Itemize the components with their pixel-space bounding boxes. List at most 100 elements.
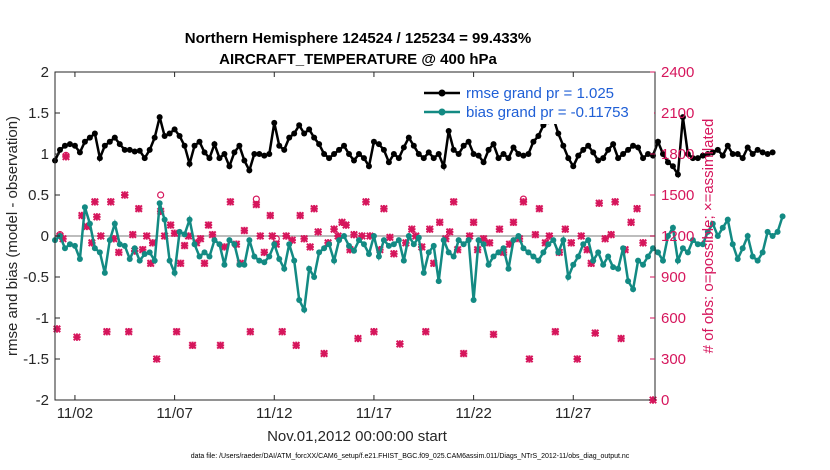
bias-point	[365, 251, 372, 258]
rmse-point	[605, 146, 612, 153]
bias-point	[81, 204, 88, 211]
bias-point	[321, 245, 328, 252]
rmse-point	[341, 142, 348, 149]
legend-bias-marker	[438, 108, 446, 116]
bias-point	[86, 220, 93, 227]
rmse-point	[744, 144, 751, 151]
bias-point	[360, 241, 367, 248]
obs-assimilated-marker	[607, 230, 616, 239]
bias-point	[475, 237, 482, 244]
rmse-point	[151, 134, 158, 141]
bias-point	[580, 241, 587, 248]
rmse-point	[81, 138, 88, 145]
rmse-point	[375, 141, 382, 148]
obs-assimilated-marker	[208, 230, 217, 239]
obs-assimilated-marker	[166, 221, 175, 229]
rmse-point	[610, 141, 617, 148]
bias-point	[226, 237, 233, 244]
rmse-point	[635, 144, 642, 151]
bias-point	[106, 237, 113, 244]
bias-point	[525, 249, 532, 256]
bias-point	[595, 249, 602, 256]
bias-point	[555, 249, 562, 256]
bias-point	[156, 200, 163, 207]
bias-series-markers	[52, 200, 786, 313]
rmse-point	[131, 148, 138, 155]
left-axis-label: rmse and bias (model - observation)	[4, 116, 21, 356]
bias-point	[331, 257, 338, 264]
bias-point	[709, 220, 716, 227]
bias-point	[600, 261, 607, 268]
bias-point	[664, 233, 671, 239]
rmse-point	[565, 155, 572, 162]
rmse-point	[595, 157, 602, 164]
rmse-point	[640, 155, 647, 162]
bias-point	[291, 257, 298, 264]
rmse-point	[405, 134, 412, 141]
bias-point	[316, 249, 323, 256]
bias-point	[669, 224, 676, 231]
bias-point	[206, 253, 213, 260]
obs-assimilated-marker	[268, 232, 277, 240]
bias-point	[764, 228, 771, 235]
rmse-point	[625, 146, 632, 153]
rmse-point	[724, 142, 731, 149]
rmse-point	[435, 151, 442, 157]
rmse-point	[520, 152, 527, 159]
bias-point	[774, 228, 781, 235]
rmse-point	[251, 151, 258, 157]
bias-point	[485, 261, 492, 268]
rmse-point	[530, 138, 537, 145]
bias-point	[734, 255, 741, 262]
obs-assimilated-marker	[567, 238, 576, 247]
rmse-point	[206, 155, 213, 162]
obs-assimilated-marker	[292, 341, 301, 350]
rmse-point	[181, 142, 188, 149]
bias-point	[455, 237, 462, 244]
obs-assimilated-marker	[314, 227, 323, 236]
rmse-point	[704, 151, 711, 157]
rmse-point	[326, 155, 333, 162]
bias-point	[640, 261, 647, 268]
bias-point	[470, 296, 477, 303]
bias-point	[341, 233, 348, 239]
rmse-point	[101, 142, 108, 149]
rmse-point	[176, 132, 183, 139]
bias-point	[495, 249, 502, 256]
rmse-point	[714, 146, 721, 153]
bias-point	[61, 245, 68, 252]
rmse-point	[679, 114, 686, 121]
obs-assimilated-marker	[595, 199, 604, 208]
rmse-point	[475, 152, 482, 159]
rmse-point	[186, 160, 193, 167]
right-tick-label: 300	[661, 351, 686, 368]
obs-assimilated-marker	[96, 232, 105, 240]
obs-assimilated-marker	[591, 329, 600, 337]
rmse-point	[76, 149, 83, 156]
bias-point	[281, 265, 288, 272]
rmse-point	[231, 149, 238, 156]
bias-point	[620, 245, 627, 252]
bias-point	[425, 249, 432, 256]
obs-assimilated-marker	[459, 349, 468, 358]
rmse-point	[236, 142, 243, 149]
rmse-point	[729, 151, 736, 157]
obs-assimilated-marker	[120, 191, 129, 199]
obs-assimilated-marker	[509, 218, 518, 227]
bias-point	[490, 253, 497, 260]
bias-point	[236, 261, 243, 268]
obs-assimilated-marker	[469, 218, 478, 227]
bias-point	[126, 255, 133, 262]
obs-assimilated-marker	[204, 221, 213, 229]
obs-assimilated-marker	[379, 204, 388, 213]
obs-assimilated-marker	[92, 212, 101, 221]
legend-rmse-label: rmse grand pr = 1.025	[466, 85, 614, 102]
bias-point	[585, 237, 592, 244]
obs-assimilated-marker	[425, 225, 434, 234]
rmse-point	[61, 142, 68, 149]
rmse-point	[261, 152, 268, 159]
rmse-point	[141, 155, 148, 162]
obs-assimilated-marker	[573, 355, 582, 363]
rmse-point	[674, 171, 681, 178]
bias-point	[251, 253, 258, 260]
